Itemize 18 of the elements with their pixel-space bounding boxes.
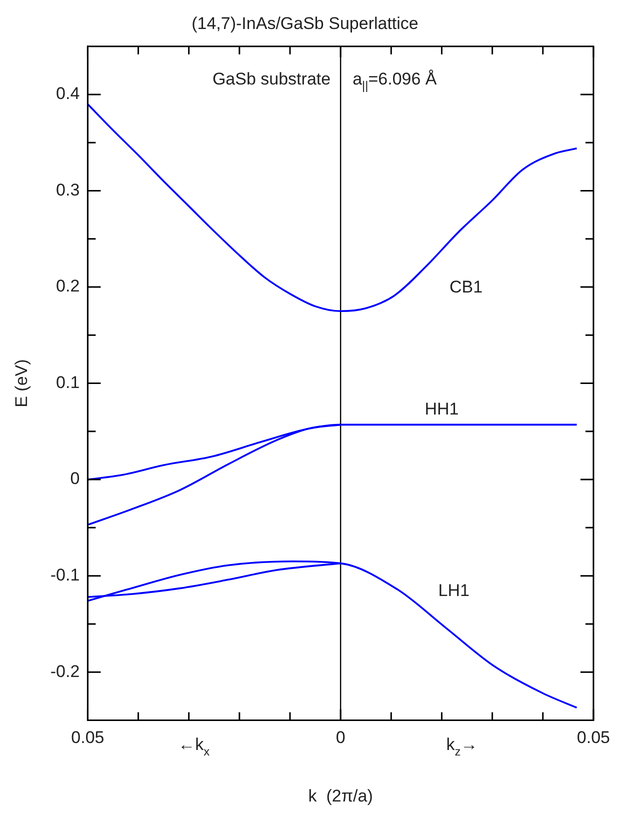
- annotation: a||=6.096 Å: [352, 69, 438, 92]
- x-tick-label: 0.05: [71, 728, 104, 748]
- annotation: CB1: [449, 278, 483, 297]
- annotation: LH1: [438, 580, 470, 600]
- x-axis-title: k (2π/a): [308, 786, 373, 806]
- y-tick-label: 0.2: [56, 276, 80, 296]
- chart-title: (14,7)-InAs/GaSb Superlattice: [192, 14, 418, 33]
- y-tick-label: 0.3: [56, 180, 80, 200]
- y-tick-label: -0.2: [50, 662, 80, 681]
- x-tick-label: 0.05: [576, 728, 610, 748]
- y-tick-label: 0: [70, 469, 80, 488]
- y-tick-label: 0.4: [56, 84, 80, 104]
- annotation: HH1: [424, 400, 459, 419]
- y-tick-label: 0.1: [56, 372, 80, 392]
- annotation: GaSb substrate: [212, 69, 331, 88]
- y-tick-label: -0.1: [50, 566, 80, 584]
- y-axis-title: E (eV): [12, 359, 31, 408]
- x-tick-label: 0: [336, 728, 346, 748]
